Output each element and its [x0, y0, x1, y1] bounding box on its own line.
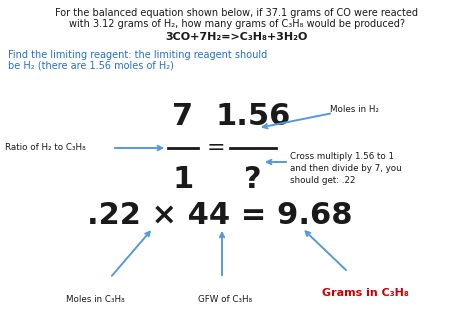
Text: Cross multiply 1.56 to 1
and then divide by 7, you
should get: .22: Cross multiply 1.56 to 1 and then divide… [290, 152, 401, 185]
Text: Moles in H₂: Moles in H₂ [330, 106, 379, 114]
Text: Find the limiting reagent: the limiting reagent should: Find the limiting reagent: the limiting … [8, 50, 267, 60]
Text: GFW of C₃H₈: GFW of C₃H₈ [198, 295, 252, 304]
Text: be H₂ (there are 1.56 moles of H₂): be H₂ (there are 1.56 moles of H₂) [8, 61, 174, 71]
Text: 7: 7 [173, 102, 193, 131]
Text: 3CO+7H₂=>C₃H₈+3H₂O: 3CO+7H₂=>C₃H₈+3H₂O [166, 32, 308, 42]
Text: =: = [207, 138, 225, 158]
Text: 1.56: 1.56 [215, 102, 291, 131]
Text: .22 × 44 = 9.68: .22 × 44 = 9.68 [87, 201, 353, 229]
Text: ?: ? [244, 165, 262, 194]
Text: Moles in C₃H₈: Moles in C₃H₈ [66, 295, 124, 304]
Text: Ratio of H₂ to C₃H₈: Ratio of H₂ to C₃H₈ [5, 144, 86, 152]
Text: with 3.12 grams of H₂, how many grams of C₃H₈ would be produced?: with 3.12 grams of H₂, how many grams of… [69, 19, 405, 29]
Text: 1: 1 [173, 165, 193, 194]
Text: Grams in C₃H₈: Grams in C₃H₈ [321, 288, 409, 298]
Text: For the balanced equation shown below, if 37.1 grams of CO were reacted: For the balanced equation shown below, i… [55, 8, 419, 18]
